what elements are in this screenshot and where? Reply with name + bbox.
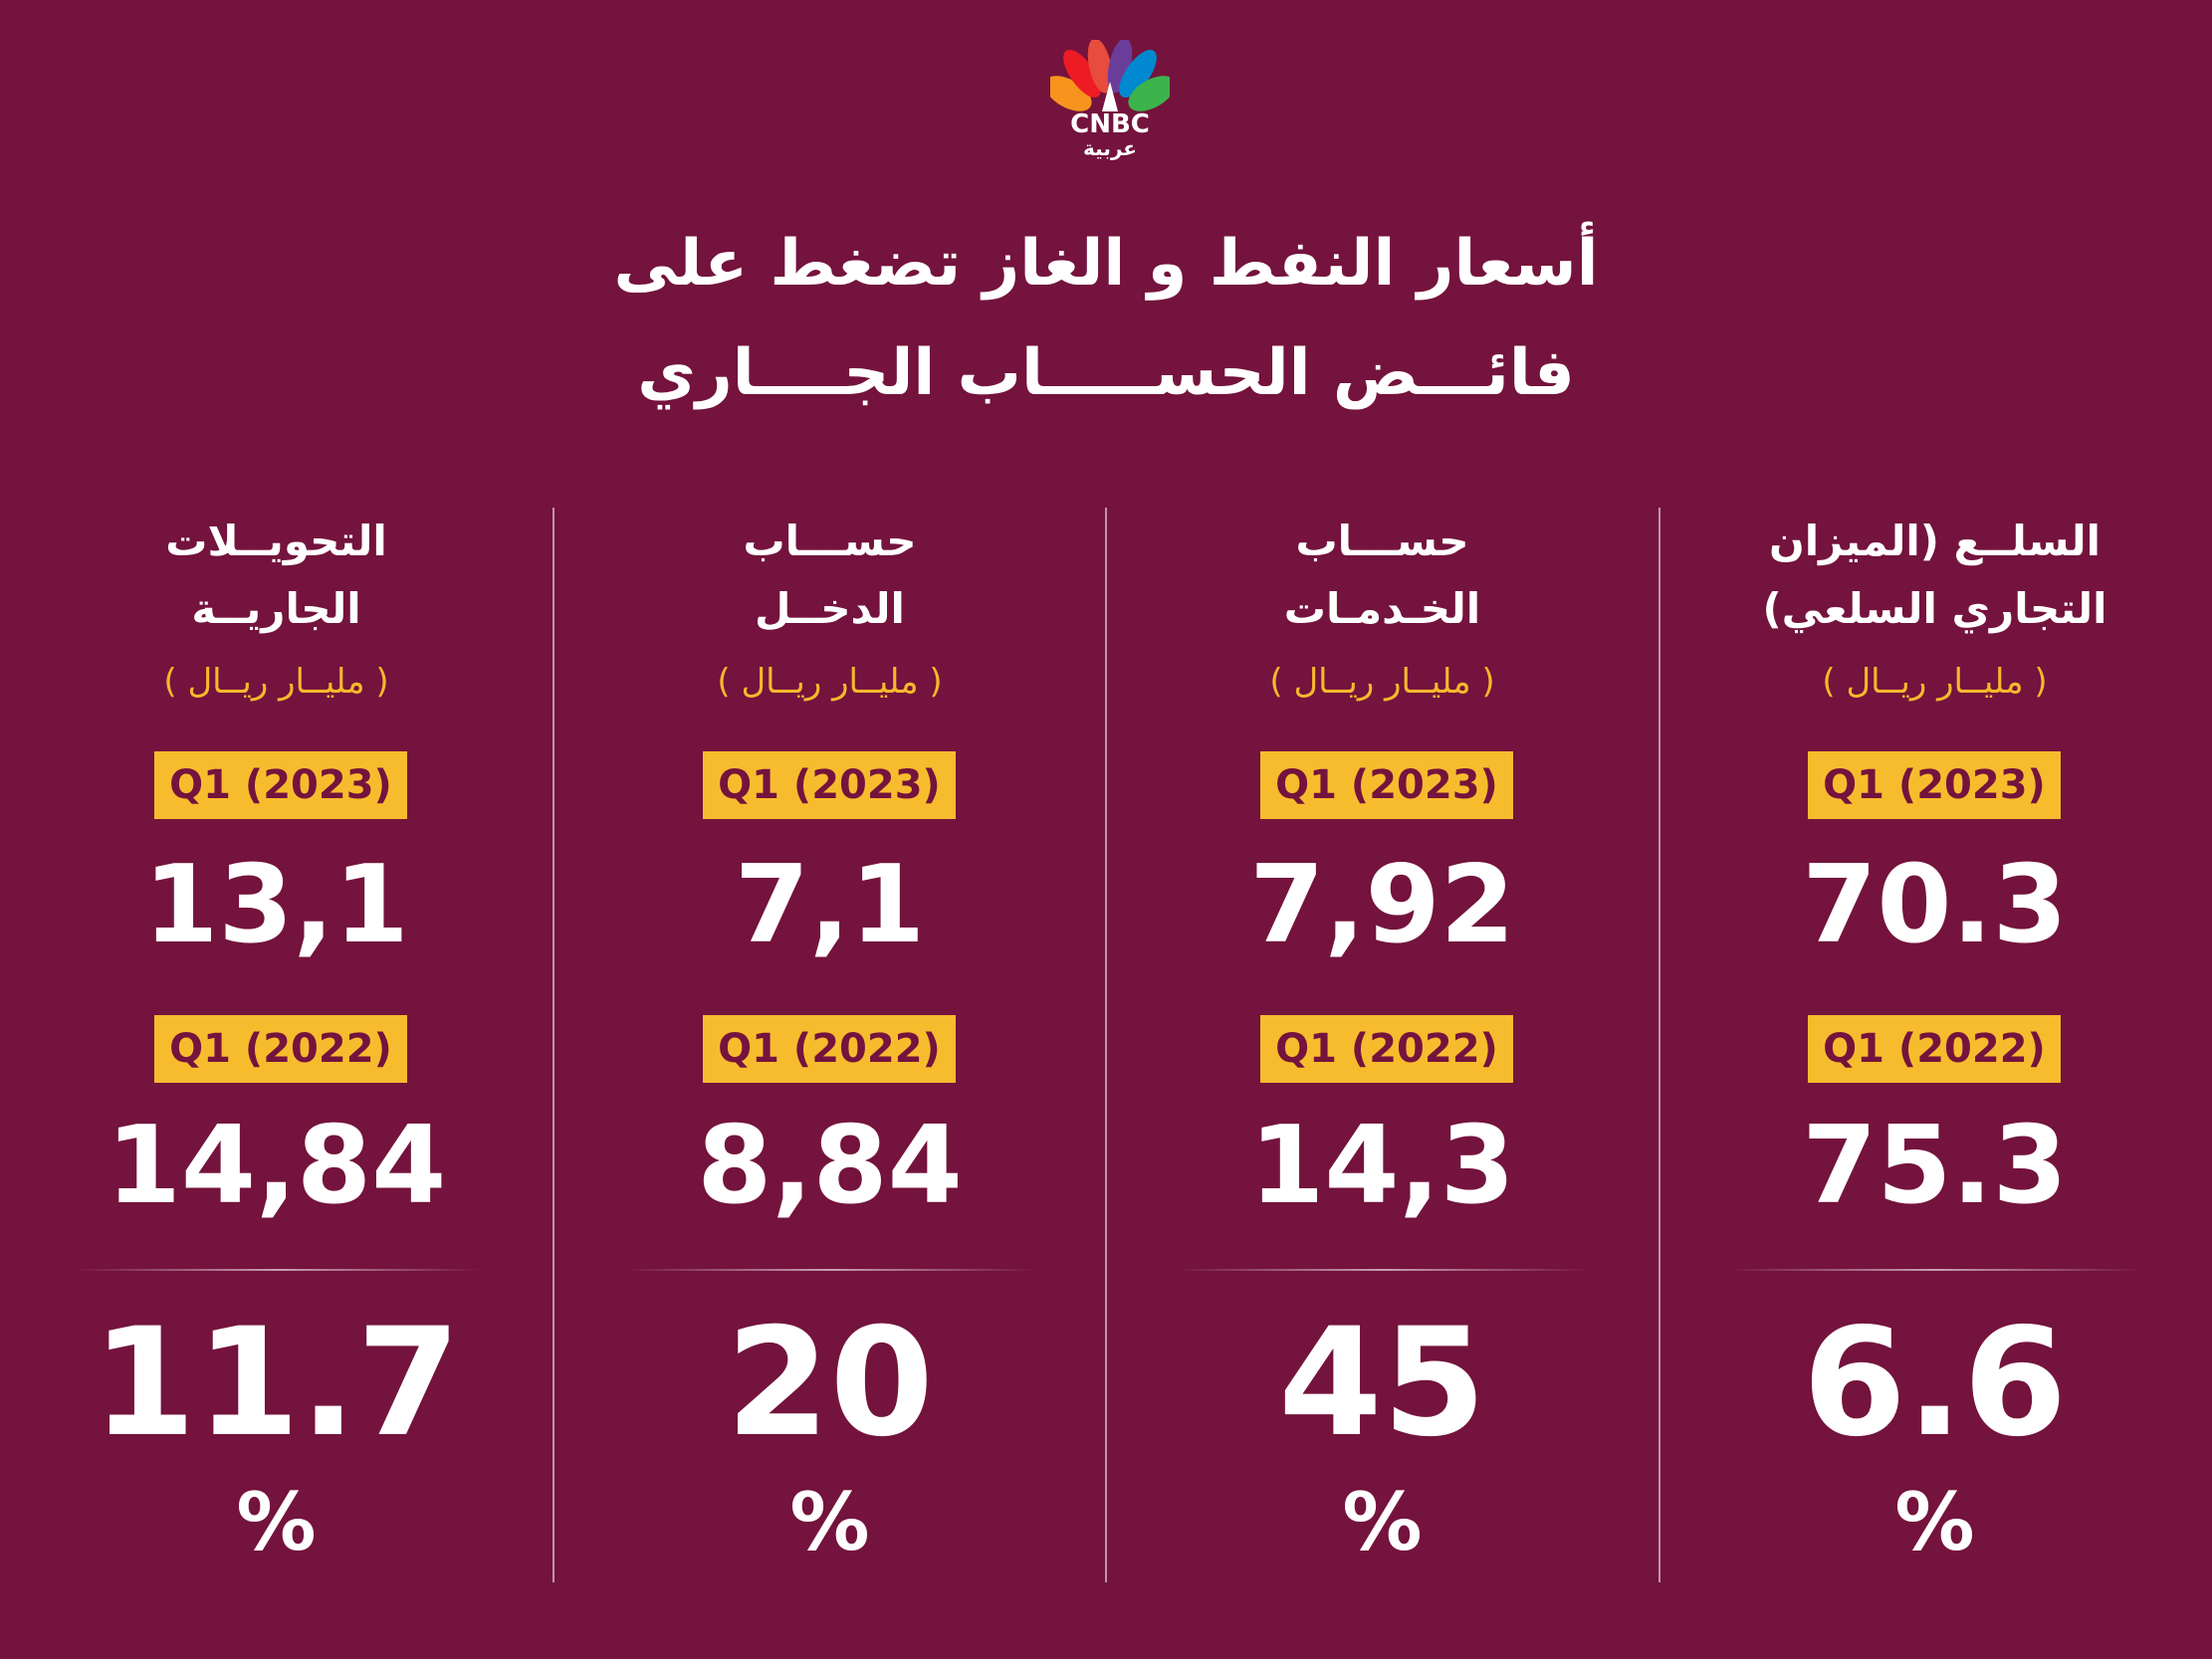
badge-q1-2023: Q1 (2023) <box>1808 751 2061 819</box>
logo-brand-text: CNBC <box>1070 109 1150 139</box>
column-heading-line2: الجاريــة <box>191 584 361 633</box>
section-separator <box>623 1269 1036 1271</box>
value-2023: 13,1 <box>143 843 409 967</box>
page-title-line1: أسعار النفط و الغاز تضغط على <box>613 227 1599 301</box>
value-2023: 70.3 <box>1802 843 2068 967</box>
logo-brand-arabic: عربية <box>1083 136 1137 160</box>
column-heading-line2: الخـدمـات <box>1283 584 1481 633</box>
unit-label: ( مليــار ريــال ) <box>717 662 943 702</box>
column-heading: السلــع (الميزان التجاري السلعي) <box>1659 508 2211 643</box>
column-heading: حســـاب الخـدمـات <box>1106 508 1659 643</box>
percent-sign: % <box>1894 1476 1975 1568</box>
unit-label: ( مليــار ريــال ) <box>1269 662 1495 702</box>
column-heading-line2: التجاري السلعي) <box>1762 584 2107 633</box>
section-separator <box>1176 1269 1589 1271</box>
badge-q1-2023: Q1 (2023) <box>703 751 956 819</box>
section-separator <box>1728 1269 2141 1271</box>
column-transfers: التحويــلات الجاريــة ( مليــار ريــال )… <box>0 498 553 1612</box>
percent-sign: % <box>1342 1476 1423 1568</box>
peacock-icon <box>1050 40 1170 111</box>
cnbc-logo: CNBC عربية <box>1035 40 1185 169</box>
column-services: حســـاب الخـدمـات ( مليــار ريــال ) Q1 … <box>1106 498 1659 1612</box>
unit-label: ( مليــار ريــال ) <box>1822 662 2048 702</box>
badge-q1-2022: Q1 (2022) <box>154 1015 407 1083</box>
column-divider <box>553 508 554 1582</box>
column-heading-line1: التحويــلات <box>165 517 387 565</box>
percent-change: 45 <box>1278 1297 1486 1470</box>
value-2023: 7,92 <box>1249 843 1515 967</box>
badge-q1-2022: Q1 (2022) <box>1260 1015 1513 1083</box>
percent-change: 11.7 <box>92 1297 461 1470</box>
column-heading-line1: السلــع (الميزان <box>1768 517 2101 565</box>
value-2022: 8,84 <box>697 1104 963 1228</box>
column-heading-line1: حســـاب <box>1295 517 1469 565</box>
badge-q1-2022: Q1 (2022) <box>1808 1015 2061 1083</box>
column-heading-line1: حســـاب <box>743 517 917 565</box>
column-heading: التحويــلات الجاريــة <box>0 508 553 643</box>
column-income: حســـاب الدخــل ( مليــار ريــال ) Q1 (2… <box>553 498 1106 1612</box>
column-heading-line2: الدخــل <box>755 584 905 633</box>
percent-sign: % <box>789 1476 870 1568</box>
column-goods: السلــع (الميزان التجاري السلعي) ( مليــ… <box>1659 498 2211 1612</box>
column-heading: حســـاب الدخــل <box>553 508 1106 643</box>
unit-label: ( مليــار ريــال ) <box>163 662 389 702</box>
badge-q1-2023: Q1 (2023) <box>154 751 407 819</box>
percent-change: 20 <box>726 1297 934 1470</box>
value-2022: 14,84 <box>106 1104 447 1228</box>
percent-sign: % <box>236 1476 317 1568</box>
percent-change: 6.6 <box>1802 1297 2068 1470</box>
badge-q1-2022: Q1 (2022) <box>703 1015 956 1083</box>
column-divider <box>1659 508 1660 1582</box>
page-title-line2: فائـــض الحســـــاب الجــــاري <box>637 336 1575 410</box>
badge-q1-2023: Q1 (2023) <box>1260 751 1513 819</box>
section-separator <box>75 1269 483 1271</box>
column-divider <box>1105 508 1107 1582</box>
value-2022: 75.3 <box>1802 1104 2068 1228</box>
value-2022: 14,3 <box>1249 1104 1515 1228</box>
value-2023: 7,1 <box>734 843 926 967</box>
